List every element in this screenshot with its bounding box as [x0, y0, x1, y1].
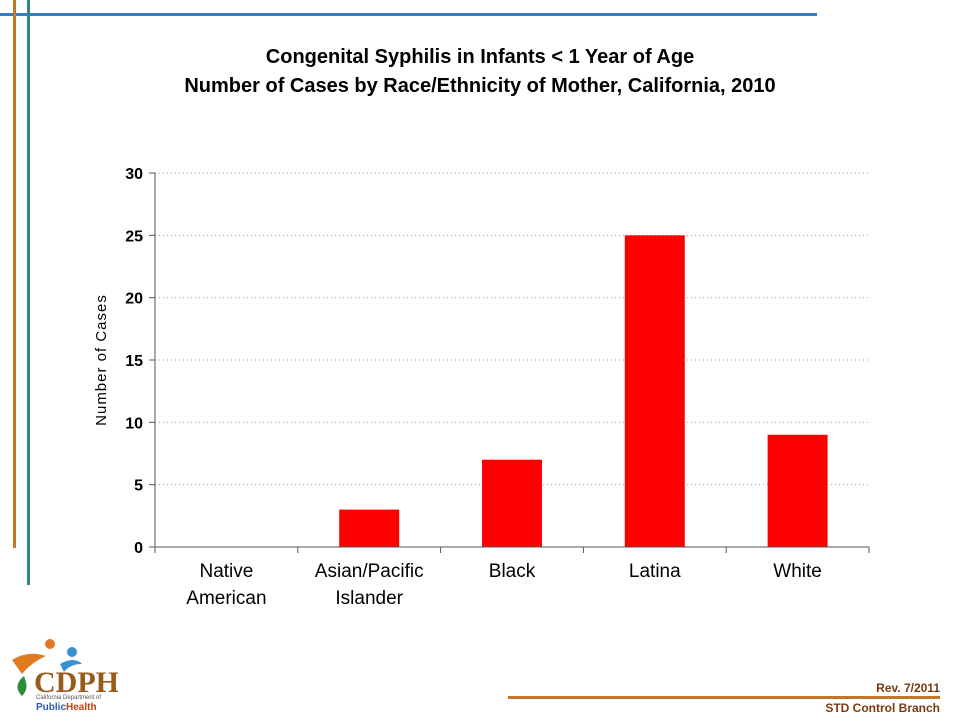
category-label: Latina — [629, 561, 681, 582]
bar — [624, 235, 685, 548]
category-label: Native American — [186, 561, 266, 609]
y-tick-label: 0 — [134, 540, 143, 557]
y-tick-label: 10 — [125, 415, 143, 432]
chart-title: Congenital Syphilis in Infants < 1 Year … — [265, 46, 695, 68]
chart-subtitle: Number of Cases by Race/Ethnicity of Mot… — [184, 75, 776, 97]
logo-small-text: California Department of — [36, 695, 101, 701]
bars — [339, 235, 828, 548]
gridlines — [155, 172, 869, 486]
bottom-orange-rule — [508, 696, 940, 699]
category-label: White — [773, 561, 822, 582]
y-tick-label: 5 — [134, 478, 143, 495]
logo-figure-head-orange — [45, 639, 55, 649]
logo-swoosh-orange — [12, 653, 46, 674]
axes — [149, 172, 870, 553]
bar — [767, 434, 828, 547]
cdph-logo: CDPH California Department of PublicHeal… — [12, 639, 118, 713]
revision-date: Rev. 7/2011 — [876, 681, 940, 695]
category-labels: Native American Asian/Pacific Islander Black… — [186, 561, 822, 609]
logo-figure-head-blue — [67, 647, 77, 657]
y-tick-label: 25 — [125, 228, 143, 245]
bar — [339, 509, 400, 547]
category-label: Black — [489, 561, 536, 582]
y-axis-title: Number of Cases — [93, 294, 110, 426]
y-tick-labels: 0 5 10 15 20 25 30 — [125, 166, 143, 557]
logo-public-health: PublicHealth — [36, 702, 97, 713]
y-tick-label: 15 — [125, 353, 143, 370]
top-blue-rule — [0, 13, 817, 16]
y-tick-label: 20 — [125, 291, 143, 308]
category-label: Asian/Pacific Islander — [315, 561, 424, 609]
y-tick-label: 30 — [125, 166, 143, 183]
left-teal-rule — [27, 0, 30, 585]
left-orange-rule — [13, 0, 16, 548]
logo-swoosh-blue — [60, 660, 82, 672]
bar — [482, 459, 542, 547]
branch-name: STD Control Branch — [825, 701, 940, 715]
logo-leaf-green — [17, 676, 27, 696]
logo-mark-text: CDPH — [34, 666, 118, 699]
